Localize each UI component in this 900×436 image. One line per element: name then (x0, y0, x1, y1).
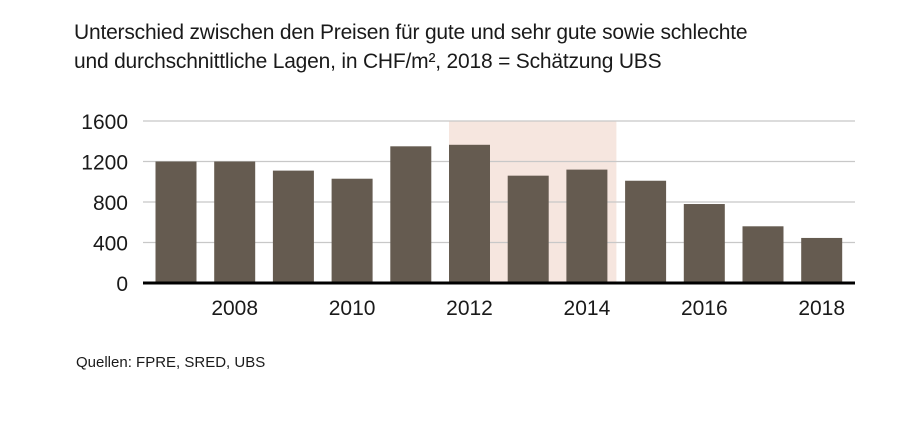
bar-2015 (625, 180, 667, 283)
bar-2011 (390, 146, 432, 283)
bar-2018 (801, 237, 843, 283)
bar-2016 (683, 204, 725, 283)
x-tick-label: 2010 (329, 297, 376, 320)
title-line-2: und durchschnittliche Lagen, in CHF/m², … (74, 50, 662, 73)
bar-2012 (449, 144, 490, 283)
bar-2014 (566, 169, 608, 283)
chart-title: Unterschied zwischen den Preisen für gut… (74, 18, 748, 76)
bar-2007 (155, 161, 197, 283)
source-note: Quellen: FPRE, SRED, UBS (76, 354, 266, 371)
bar-2009 (272, 170, 314, 283)
bar-2013 (507, 175, 549, 283)
y-tick-label: 400 (93, 233, 128, 256)
bar-2010 (331, 178, 373, 283)
x-tick-label: 2012 (446, 297, 493, 320)
y-tick-label: 800 (93, 192, 128, 215)
bar-2008 (214, 161, 256, 283)
y-tick-label: 0 (116, 273, 128, 296)
y-tick-label: 1200 (81, 152, 128, 175)
x-tick-label: 2018 (798, 297, 845, 320)
x-tick-label: 2014 (564, 297, 611, 320)
bar-2017 (742, 226, 784, 283)
x-tick-label: 2008 (211, 297, 258, 320)
y-tick-label: 1600 (81, 111, 128, 134)
title-line-1: Unterschied zwischen den Preisen für gut… (74, 21, 748, 44)
x-tick-label: 2016 (681, 297, 728, 320)
